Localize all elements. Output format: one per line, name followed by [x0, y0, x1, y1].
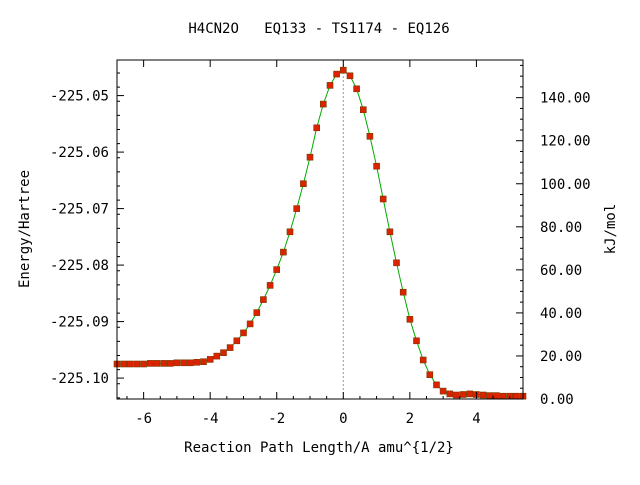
data-point: [459, 391, 467, 398]
frame-layer: [116, 59, 524, 400]
data-point: [280, 248, 287, 256]
y-tick-label: -225.10: [50, 371, 109, 387]
series-layer: [113, 66, 527, 400]
y-axis-left: -225.05 -225.06 -225.07 -225.08 -225.09 -225.…: [50, 72, 124, 399]
data-point: [200, 358, 207, 366]
data-point: [306, 153, 314, 161]
data-point: [220, 349, 227, 357]
y-axis-right: 0.00 20.00 40.00 60.00 80.00 100.00 120.00 140.…: [516, 64, 591, 408]
y2-tick-label: 20.00: [540, 349, 582, 365]
data-point: [120, 360, 127, 368]
data-point: [193, 358, 201, 366]
data-point: [466, 390, 474, 398]
data-point: [326, 82, 334, 89]
x-tick-label: -6: [135, 411, 152, 427]
data-point: [166, 360, 174, 367]
data-point: [133, 360, 141, 368]
data-point: [339, 66, 347, 74]
data-point: [246, 320, 254, 328]
data-point: [213, 352, 221, 360]
x-tick-label: 2: [406, 411, 414, 427]
data-point: [406, 315, 414, 323]
data-point: [419, 356, 427, 364]
data-point: [433, 381, 440, 389]
data-point: [140, 360, 147, 368]
y-tick-label: -225.05: [50, 89, 109, 105]
x-tick-label: 0: [339, 411, 347, 427]
data-point: [359, 106, 367, 113]
data-point: [373, 162, 380, 170]
x-tick-label: 4: [472, 411, 480, 427]
data-point: [399, 288, 407, 296]
data-point: [313, 124, 321, 132]
data-point: [446, 390, 454, 398]
data-point: [493, 392, 500, 399]
data-point: [319, 100, 327, 108]
y-tick-label: -225.06: [50, 145, 109, 161]
data-point: [186, 359, 194, 367]
data-point: [366, 133, 374, 140]
y2-tick-label: 80.00: [540, 220, 582, 236]
data-point: [173, 359, 181, 367]
y-axis-title: Energy/Hartree: [17, 170, 33, 288]
data-point: [233, 337, 241, 345]
x-axis-title: Reaction Path Length/A amu^{1/2}: [184, 440, 454, 456]
y2-tick-label: 120.00: [540, 134, 591, 150]
y2-tick-label: 140.00: [540, 91, 591, 107]
data-point: [499, 392, 507, 400]
data-point: [379, 195, 387, 203]
y2-tick-label: 0.00: [540, 392, 574, 408]
y2-axis-title: kJ/mol: [603, 204, 619, 255]
y-tick-label: -225.08: [50, 258, 109, 274]
x-tick-label: -4: [202, 411, 219, 427]
y2-tick-label: 40.00: [540, 306, 582, 322]
x-tick-label: -2: [268, 411, 285, 427]
y-tick-label: -225.07: [50, 202, 109, 218]
data-point: [226, 344, 234, 351]
data-point: [253, 309, 261, 316]
chart-title: H4CN2O EQ133 - TS1174 - EQ126: [188, 21, 449, 37]
data-point: [393, 259, 400, 267]
data-point: [286, 228, 294, 236]
y2-tick-label: 60.00: [540, 263, 582, 279]
data-point: [426, 371, 434, 379]
data-point: [353, 85, 360, 93]
data-point: [273, 266, 281, 273]
data-point: [346, 72, 354, 80]
y-tick-label: -225.09: [50, 315, 109, 331]
x-axis: -6 -4 -2 0 2 4: [126, 60, 511, 427]
data-point: [127, 360, 134, 368]
plot-frame: [116, 59, 524, 400]
data-point: [260, 296, 267, 303]
data-point: [386, 228, 394, 236]
data-point: [180, 359, 187, 367]
data-point: [453, 391, 460, 399]
data-point: [413, 337, 420, 345]
data-point: [333, 70, 340, 78]
data-point: [153, 360, 161, 367]
data-point: [300, 180, 307, 187]
data-point: [486, 392, 494, 399]
data-point: [160, 360, 167, 367]
data-point: [147, 360, 154, 367]
data-point: [266, 282, 274, 289]
series-line: [117, 69, 523, 397]
data-point: [293, 205, 301, 212]
data-point: [206, 356, 214, 363]
y2-tick-label: 100.00: [540, 177, 591, 193]
data-point: [240, 329, 247, 337]
data-point: [512, 392, 520, 400]
data-point: [479, 391, 487, 399]
data-point: [439, 387, 447, 395]
